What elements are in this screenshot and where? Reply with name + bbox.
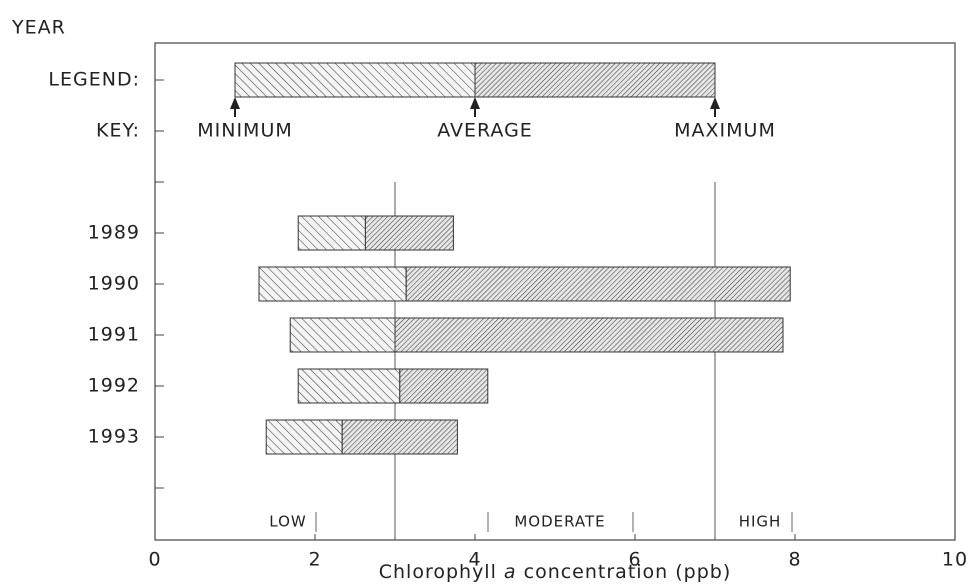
y-tick-label: 1992: [88, 375, 140, 397]
bar-upper: [364, 215, 454, 251]
key-label: AVERAGE: [437, 120, 533, 142]
y-tick-label: 1993: [88, 426, 140, 448]
key-label: MINIMUM: [197, 120, 293, 142]
x-tick-label: 10: [942, 549, 968, 571]
bar-upper: [474, 62, 716, 98]
bar-lower: [297, 368, 401, 404]
key-arrow: [710, 97, 720, 117]
plot-frame: [154, 42, 956, 541]
x-label-part: Chlorophyll: [379, 561, 504, 583]
y-tick-label: 1989: [88, 222, 140, 244]
bar-upper: [394, 317, 784, 353]
y-tick-label: KEY:: [96, 120, 140, 142]
chart-title: YEAR: [11, 17, 66, 39]
y-tick-label: 1991: [88, 324, 140, 346]
bar-lower: [289, 317, 396, 353]
x-tick-label: 2: [308, 549, 321, 571]
bar-upper: [341, 419, 458, 455]
bar-upper: [399, 368, 489, 404]
region-label: MODERATE: [514, 513, 605, 531]
y-tick-label: 1990: [88, 273, 140, 295]
y-tick-label: LEGEND:: [48, 69, 140, 91]
bar-lower: [297, 215, 366, 251]
x-label-part: a: [504, 561, 517, 583]
x-tick-label: 0: [148, 549, 161, 571]
bar-lower: [258, 266, 407, 302]
bar-lower: [265, 419, 343, 455]
key-label: MAXIMUM: [674, 120, 776, 142]
key-arrow: [470, 97, 480, 117]
x-label-part: concentration (ppb): [517, 561, 732, 583]
bar-upper: [405, 266, 791, 302]
x-tick-label: 4: [468, 549, 481, 571]
region-label: LOW: [269, 513, 306, 531]
x-tick-label: 6: [628, 549, 641, 571]
region-label: HIGH: [739, 513, 782, 531]
bar-lower: [234, 62, 476, 98]
key-arrow: [230, 97, 240, 117]
x-axis-label: Chlorophyll a concentration (ppb): [379, 561, 732, 583]
x-tick-label: 8: [788, 549, 801, 571]
